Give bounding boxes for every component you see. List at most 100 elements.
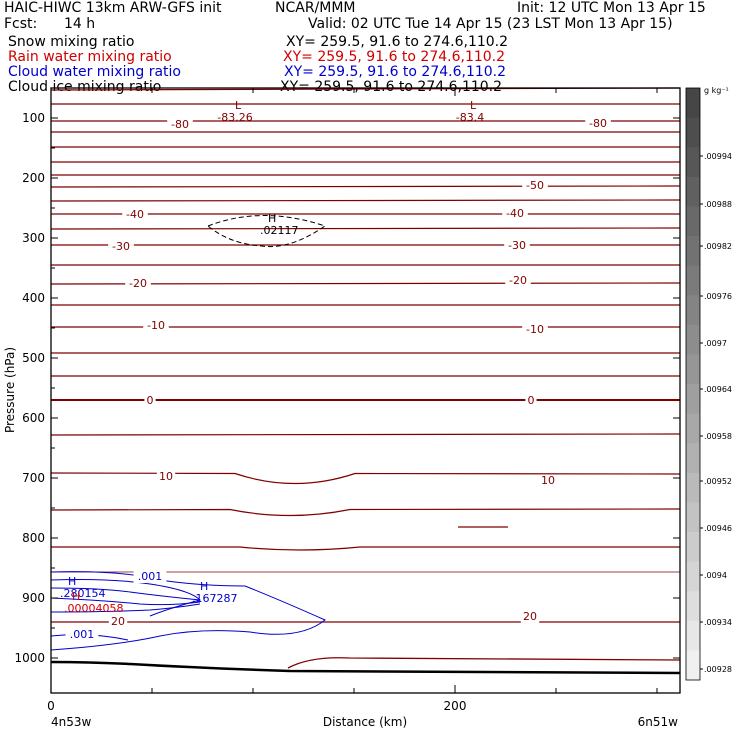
y-tick-label: 300: [22, 231, 45, 245]
x-tick-label: 200: [444, 699, 467, 713]
colorbar-cell: [686, 295, 700, 326]
colorbar-cell: [686, 176, 700, 207]
label-background: [108, 241, 134, 253]
extremum-value-label: .00004058: [64, 602, 124, 615]
y-tick-label: 700: [22, 471, 45, 485]
colorbar-cell: [686, 236, 700, 267]
forecast-hour: 14 h: [64, 16, 96, 32]
y-tick-label: 800: [22, 531, 45, 545]
colorbar-label: .0097: [704, 339, 727, 348]
label-background: [525, 395, 537, 407]
field-name-snow: Snow mixing ratio: [8, 34, 135, 50]
temperature-contour-line: [50, 185, 681, 188]
contour-value-label: 0: [147, 394, 154, 407]
field-xy-snow: XY= 259.5, 91.6 to 274.6,110.2: [286, 34, 509, 50]
colorbar-cell: [686, 384, 700, 415]
label-background: [156, 471, 176, 483]
colorbar-cell: [686, 147, 700, 178]
extremum-type-label: H: [68, 575, 76, 588]
colorbar-cell: [686, 265, 700, 296]
colorbar-cell: [686, 354, 700, 385]
y-axis-label: Pressure (hPa): [3, 347, 17, 433]
colorbar-cell: [686, 650, 700, 681]
label-background: [125, 278, 151, 290]
colorbar-cell: [686, 117, 700, 148]
plot-frame: [50, 87, 681, 694]
colorbar-cell: [686, 561, 700, 592]
label-background: [167, 119, 193, 131]
contour-value-label: -80: [589, 117, 607, 130]
contour-value-label: 10: [541, 474, 555, 487]
label-background: [122, 209, 148, 221]
field-xy-cloud-ice: XY= 259.5, 91.6 to 274.6,110.2: [280, 79, 503, 95]
extremum-type-label: L: [470, 99, 477, 112]
colorbar-label: .00988: [704, 200, 732, 209]
cloud-ice-contour: [207, 215, 327, 248]
contour-value-label: -20: [509, 274, 527, 287]
cloud-water-label: .001: [138, 570, 163, 583]
cloud-water-contour-line: [50, 587, 201, 601]
label-background: [143, 320, 169, 332]
temperature-contour-line: [50, 508, 681, 517]
colorbar-cell: [686, 443, 700, 474]
extremum-value-label: -83.26: [217, 111, 252, 124]
label-background: [522, 180, 548, 192]
extremum-type-label: H: [72, 590, 80, 603]
colorbar-label: .00952: [704, 477, 732, 486]
model-title: HAIC-HIWC 13km ARW-GFS init: [4, 0, 222, 16]
label-background: [520, 611, 540, 623]
colorbar-cell: [686, 502, 700, 533]
contour-value-label: -40: [126, 208, 144, 221]
contour-value-label: -10: [147, 319, 165, 332]
y-tick-label: 400: [22, 291, 45, 305]
institution-label: NCAR/MMM: [275, 0, 356, 16]
temperature-contour-line: [50, 227, 681, 230]
temperature-contours: [50, 87, 681, 623]
field-xy-rain: XY= 259.5, 91.6 to 274.6,110.2: [283, 49, 506, 65]
extremum-value-label: .280154: [60, 587, 106, 600]
contour-value-label: 10: [159, 470, 173, 483]
colorbar-label: .00994: [704, 152, 732, 161]
contour-value-label: -80: [171, 118, 189, 131]
colorbar-cell: [686, 591, 700, 622]
label-background: [108, 616, 128, 628]
colorbar-label: .00976: [704, 292, 732, 301]
colorbar-label: .00958: [704, 432, 732, 441]
contour-value-label: -50: [526, 179, 544, 192]
colorbar-label: .00928: [704, 665, 732, 674]
colorbar-label: .00964: [704, 385, 732, 394]
contour-labels: -80 -80 -50 -40 -40 -30 -30 -20 -20 -10 -10 0 0 10 10 2…: [60, 99, 611, 641]
label-background: [65, 629, 99, 641]
y-tick-label: 500: [22, 351, 45, 365]
extremum-type-label: H: [200, 580, 208, 593]
forecast-label: Fcst:: [4, 16, 38, 32]
colorbar-border: [685, 87, 701, 681]
extremum-value-label: -83.4: [456, 111, 484, 124]
label-background: [585, 118, 611, 130]
colorbar-unit: g kg⁻¹: [704, 86, 729, 95]
extremum-value-label: .167287: [192, 592, 238, 605]
field-xy-cloud-water: XY= 259.5, 91.6 to 274.6,110.2: [284, 64, 507, 80]
temperature-contour-line: [50, 472, 681, 485]
field-name-cloud-ice: Cloud ice mixing ratio: [8, 79, 162, 95]
colorbar-cell: [686, 88, 700, 119]
contour-value-label: -10: [526, 323, 544, 336]
y-tick-label: 1000: [14, 651, 45, 665]
temperature-contour-line: [50, 282, 681, 285]
label-background: [502, 208, 528, 220]
x-start-location: 4n53w: [51, 715, 92, 729]
contour-value-label: 20: [111, 615, 125, 628]
temperature-contour-line: [50, 199, 681, 202]
contour-value-label: 20: [523, 610, 537, 623]
cloud-water-contour-line: [50, 597, 201, 606]
x-tick-label: 0: [47, 699, 55, 713]
y-tick-label: 100: [22, 111, 45, 125]
cloud-water-label: .001: [70, 628, 95, 641]
colorbar: g kg⁻¹ .00994 .00988 .00982 .00976 .0097 .0096…: [685, 86, 732, 681]
colorbar-label: .00946: [704, 524, 732, 533]
valid-time: Valid: 02 UTC Tue 14 Apr 15 (23 LST Mon …: [308, 16, 673, 32]
field-name-cloud-water: Cloud water mixing ratio: [8, 64, 181, 80]
cloud-water-contour-line: [50, 603, 201, 613]
